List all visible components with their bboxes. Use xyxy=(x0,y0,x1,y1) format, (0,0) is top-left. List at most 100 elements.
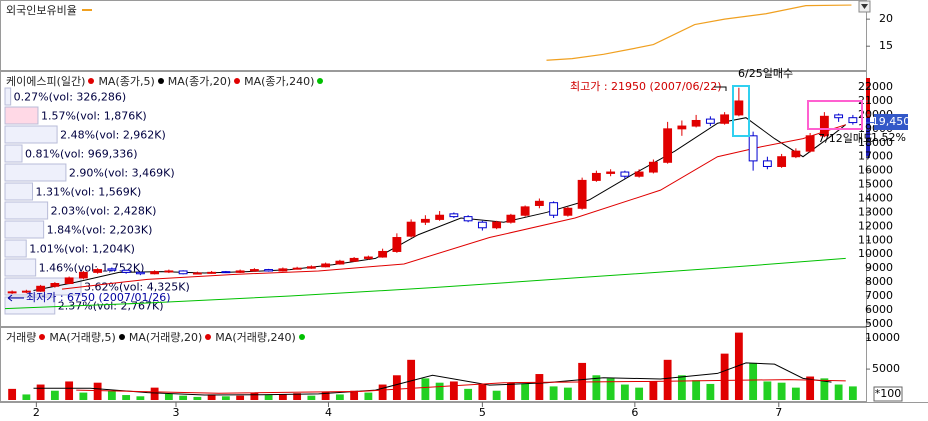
ma-line xyxy=(76,379,846,394)
buy-highlight xyxy=(732,85,750,137)
high-arrow xyxy=(714,86,727,91)
legend-entry: MA(종가,5) xyxy=(98,75,155,88)
candle-body xyxy=(335,260,345,265)
volume-bar xyxy=(321,391,330,400)
candle-body xyxy=(21,290,31,293)
last-price: 19,450 xyxy=(872,115,911,128)
y-tick-label: 6000 xyxy=(865,303,893,316)
candle-body xyxy=(7,291,17,294)
low-annotation: 최저가 : 6750 (2007/01/26) xyxy=(26,291,171,304)
y-tick-label: 7000 xyxy=(865,289,893,302)
volume-bar xyxy=(848,386,857,400)
volume-profile-label: 1.84%(vol: 2,203K) xyxy=(47,224,153,237)
sell-annotation: 7/12일매도 xyxy=(818,131,873,145)
legend-swatch xyxy=(39,334,46,340)
candle-body xyxy=(235,270,245,273)
candle-body xyxy=(435,214,445,220)
candle-body xyxy=(762,160,772,167)
volume-bar xyxy=(578,362,587,400)
panel-title: 거래량 xyxy=(6,331,37,344)
candle-body xyxy=(264,269,274,272)
volume-bar xyxy=(435,382,444,400)
candle-body xyxy=(121,269,131,273)
legend-swatch xyxy=(88,78,95,84)
volume-bar xyxy=(720,353,729,400)
candle-body xyxy=(164,270,174,273)
volume-bar xyxy=(79,392,88,400)
candle-body xyxy=(78,271,88,279)
candle-body xyxy=(321,263,331,268)
candle-body xyxy=(292,267,302,270)
volume-bar xyxy=(535,374,544,400)
volume-bar xyxy=(350,390,359,400)
y-tick-label: 12000 xyxy=(858,219,893,232)
candle-body xyxy=(805,135,815,152)
candle-body xyxy=(207,271,217,274)
volume-bar xyxy=(221,396,230,400)
low-arrow xyxy=(7,294,24,302)
volume-bar xyxy=(179,395,188,400)
y-tick-label: 8000 xyxy=(865,275,893,288)
volume-profile-bar xyxy=(4,106,39,125)
change-label: -1.52% xyxy=(867,131,906,144)
volume-bar xyxy=(307,395,316,400)
volume-bar xyxy=(549,386,558,400)
y-tick-label: 21000 xyxy=(858,94,893,107)
volume-profile-bar xyxy=(4,182,34,201)
volume-header: 거래량 MA(거래량,5) MA(거래량,20) MA(거래량,240) xyxy=(6,329,309,345)
x-tick-label: 6 xyxy=(631,406,638,419)
candle-body xyxy=(720,114,730,124)
last-price-tag xyxy=(874,114,908,130)
volume-bar xyxy=(407,359,416,400)
volume-bar xyxy=(449,381,458,400)
candle-body xyxy=(363,256,373,259)
volume-bar xyxy=(378,384,387,400)
y-tick-label: 11000 xyxy=(858,233,893,246)
volume-profile-label: 1.57%(vol: 1,876K) xyxy=(41,110,147,123)
candle-body xyxy=(677,125,687,130)
candle-body xyxy=(463,216,473,222)
volume-bar xyxy=(107,390,116,400)
volume-bar xyxy=(677,375,686,400)
legend-entry: MA(거래량,5) xyxy=(49,331,116,344)
candle-body xyxy=(520,206,530,216)
y-tick-label: 15000 xyxy=(858,178,893,191)
volume-bar xyxy=(364,392,373,400)
volume-bar xyxy=(93,382,102,400)
volume-bar xyxy=(777,382,786,400)
candle-body xyxy=(691,119,701,127)
buy-annotation: 6/25일매수 xyxy=(738,66,793,80)
candle-body xyxy=(278,268,288,272)
y-tick-label: 22000 xyxy=(858,80,893,93)
candle-body xyxy=(36,285,46,292)
x-tick-label: 7 xyxy=(775,406,782,419)
volume-bar xyxy=(834,384,843,400)
volume-bar xyxy=(620,384,629,400)
volume-bar xyxy=(264,395,273,400)
legend-entry: MA(종가,240) xyxy=(244,75,315,88)
volume-bar xyxy=(122,395,131,400)
volume-profile-bar xyxy=(4,87,12,106)
x-tick-label: 5 xyxy=(479,406,486,419)
legend-entry: MA(거래량,240) xyxy=(215,331,296,344)
x-tick-label: 3 xyxy=(173,406,180,419)
volume-profile-bar xyxy=(4,239,27,258)
volume-profile-bar xyxy=(4,125,58,144)
volume-bar xyxy=(8,388,17,400)
candle-body xyxy=(606,171,616,174)
volume-bar xyxy=(521,383,530,400)
ma-line xyxy=(33,362,832,396)
candle-body xyxy=(50,283,60,287)
y-tick-label: 10000 xyxy=(858,247,893,260)
volume-profile-label: 0.81%(vol: 969,336) xyxy=(25,148,138,161)
candle-body xyxy=(791,150,801,158)
candle-body xyxy=(549,202,559,216)
volume-bar xyxy=(791,387,800,400)
candle-body xyxy=(848,117,858,124)
volume-bar xyxy=(207,394,216,400)
legend-swatch xyxy=(81,9,92,11)
volume-bar xyxy=(22,394,31,400)
volume-bar xyxy=(706,383,715,400)
